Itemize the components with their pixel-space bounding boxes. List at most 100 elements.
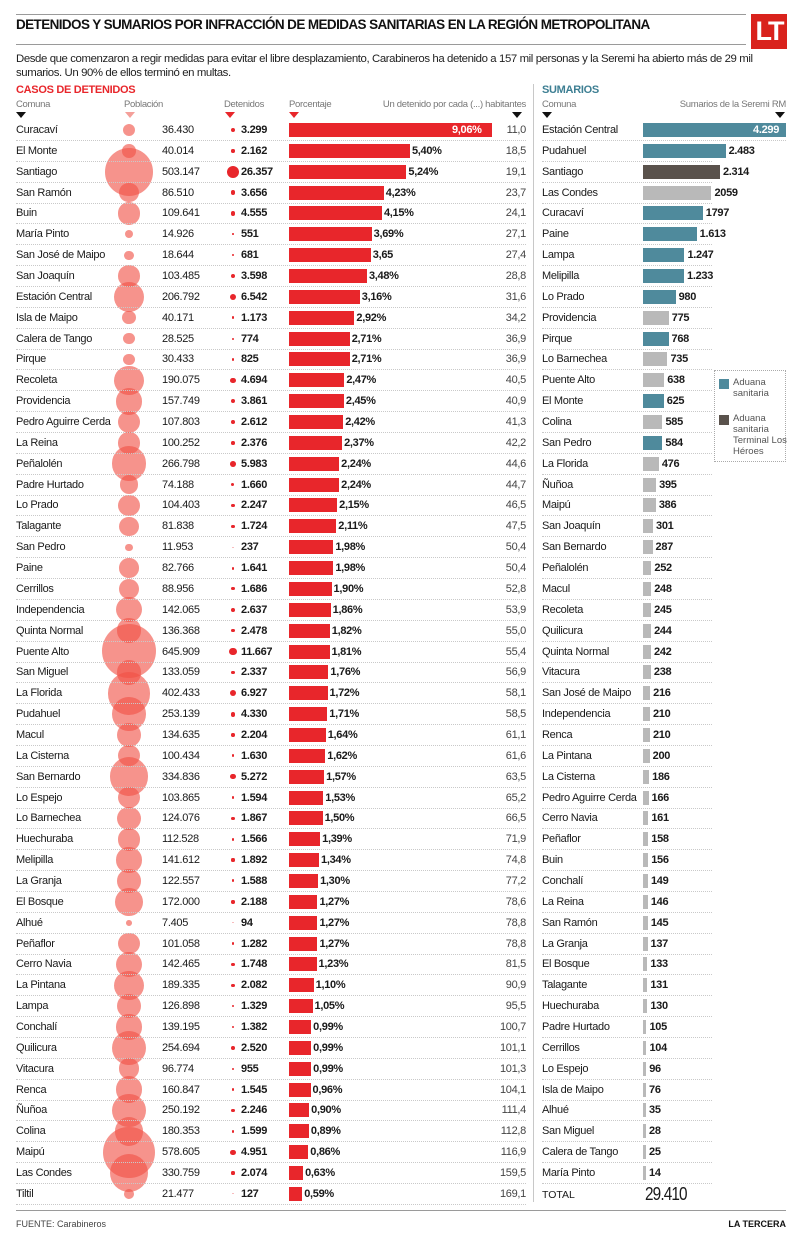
sumarios-value: 158 xyxy=(651,833,669,846)
detenidos-value: 2.082 xyxy=(241,979,268,992)
comuna-name: San Pedro xyxy=(542,436,592,449)
comuna-name: Talagante xyxy=(542,979,588,992)
detenidos-dot xyxy=(231,420,235,424)
sumarios-row: Calera de Tango 25 xyxy=(542,1142,712,1164)
row-divider xyxy=(16,995,526,997)
sort-arrow-icon[interactable] xyxy=(125,112,135,118)
comuna-name: Pirque xyxy=(542,332,572,345)
habitantes-value: 77,2 xyxy=(505,874,527,887)
comuna-name: El Bosque xyxy=(16,895,64,908)
comuna-name: Macul xyxy=(542,582,570,595)
row-divider xyxy=(542,244,712,246)
sort-arrow-icon[interactable] xyxy=(225,112,235,118)
table-row: Providencia 157.749 3.861 2,45% 40,9 xyxy=(16,391,526,413)
detenidos-dot xyxy=(231,900,235,904)
porcentaje-label: 3,65 xyxy=(372,249,394,262)
sumarios-value: 149 xyxy=(650,874,669,887)
sumarios-bar xyxy=(643,206,703,221)
detenidos-value: 1.630 xyxy=(241,749,268,762)
sort-arrow-icon[interactable] xyxy=(512,112,522,118)
col-head-sumarios: Sumarios de la Seremi RM xyxy=(679,99,787,110)
poblacion-value: 7.405 xyxy=(162,916,189,929)
comuna-name: Pudahuel xyxy=(542,144,587,157)
sumarios-row: Macul 248 xyxy=(542,579,712,600)
detenidos-value: 1.382 xyxy=(241,1020,268,1033)
sumarios-row: Buin 156 xyxy=(542,850,712,872)
sumarios-row: San Bernardo 287 xyxy=(542,537,712,559)
detenidos-dot xyxy=(231,1129,235,1133)
comuna-name: La Cisterna xyxy=(542,770,595,783)
table-row: María Pinto 14.926 551 3,69% 27,1 xyxy=(16,224,526,246)
row-divider xyxy=(542,432,712,434)
detenidos-value: 127 xyxy=(241,1187,259,1200)
porcentaje-bar xyxy=(289,1019,312,1034)
porcentaje-label: 9,06% xyxy=(451,124,482,136)
table-row: Lampa 126.898 1.329 1,05% 95,5 xyxy=(16,996,526,1018)
table-row: Buin 109.641 4.555 4,15% 24,1 xyxy=(16,203,526,225)
table-row: Lo Prado 104.403 2.247 2,15% 46,5 xyxy=(16,495,526,517)
detenidos-value: 5.983 xyxy=(241,457,268,470)
detenidos-value: 6.542 xyxy=(241,290,268,303)
poblacion-value: 136.368 xyxy=(162,624,200,637)
sumarios-row: La Florida 476 xyxy=(542,454,712,475)
detenidos-dot xyxy=(231,796,235,799)
population-bubble xyxy=(122,311,136,325)
porcentaje-label: 4,23% xyxy=(385,186,416,199)
detenidos-dot xyxy=(231,587,235,591)
porcentaje-label: 0,86% xyxy=(310,1146,340,1159)
porcentaje-label: 1,76% xyxy=(330,666,361,679)
population-bubble xyxy=(115,887,143,916)
detenidos-dot xyxy=(232,546,234,548)
habitantes-value: 74,8 xyxy=(505,854,527,867)
sort-arrow-icon[interactable] xyxy=(775,112,785,118)
habitantes-value: 63,5 xyxy=(505,770,527,783)
detenidos-value: 1.588 xyxy=(241,874,268,887)
table-row: Peñalolén 266.798 5.983 2,24% 44,6 xyxy=(16,454,526,475)
detenidos-dot xyxy=(231,503,235,508)
row-divider xyxy=(16,140,526,141)
sumarios-value: 1.613 xyxy=(699,228,726,241)
comuna-name: San Joaquín xyxy=(16,270,75,283)
detenidos-value: 1.566 xyxy=(241,833,268,846)
sumarios-value: 161 xyxy=(651,812,669,825)
sumarios-row: San José de Maipo 216 xyxy=(542,683,712,705)
sumarios-bar xyxy=(643,623,652,638)
comuna-name: Padre Hurtado xyxy=(542,1020,610,1033)
detenidos-dot xyxy=(231,566,235,570)
habitantes-value: 159,5 xyxy=(499,1167,526,1179)
comuna-name: Lo Espejo xyxy=(542,1062,589,1075)
comuna-name: La Pintana xyxy=(16,979,66,992)
sumarios-row: San Miguel 28 xyxy=(542,1121,712,1143)
poblacion-value: 18.644 xyxy=(162,249,194,262)
comuna-name: El Monte xyxy=(542,395,584,408)
sumarios-bar xyxy=(643,394,664,409)
detenidos-value: 237 xyxy=(241,541,259,554)
sort-arrow-icon[interactable] xyxy=(289,112,299,118)
porcentaje-bar xyxy=(289,1103,310,1118)
comuna-name: Alhué xyxy=(542,1104,569,1117)
porcentaje-bar xyxy=(289,289,360,304)
sort-arrow-icon[interactable] xyxy=(542,112,552,118)
comuna-name: Lo Prado xyxy=(16,499,59,512)
table-row: Cerro Navia 142.465 1.748 1,23% 81,5 xyxy=(16,954,526,976)
porcentaje-label: 0,59% xyxy=(304,1187,334,1200)
comuna-name: Quilicura xyxy=(542,624,583,637)
porcentaje-bar xyxy=(289,185,384,200)
sumarios-row: Cerro Navia 161 xyxy=(542,808,712,830)
row-divider xyxy=(16,473,526,475)
table-row: Tiltil 21.477 127 0,59% 169,1 xyxy=(16,1184,526,1205)
sort-arrow-icon[interactable] xyxy=(16,112,26,118)
row-divider xyxy=(16,870,526,872)
poblacion-value: 36.430 xyxy=(162,124,194,136)
table-row: Recoleta 190.075 4.694 2,47% 40,5 xyxy=(16,370,526,392)
porcentaje-bar xyxy=(289,581,332,596)
legend-swatch-dark xyxy=(719,415,729,425)
habitantes-value: 78,8 xyxy=(505,916,527,929)
row-divider xyxy=(16,744,526,746)
sumarios-bar xyxy=(643,915,648,930)
row-divider xyxy=(16,1016,526,1018)
porcentaje-bar xyxy=(289,394,344,409)
sumarios-value: 25 xyxy=(649,1146,661,1159)
porcentaje-label: 0,63% xyxy=(305,1167,335,1179)
poblacion-value: 157.749 xyxy=(162,395,200,408)
